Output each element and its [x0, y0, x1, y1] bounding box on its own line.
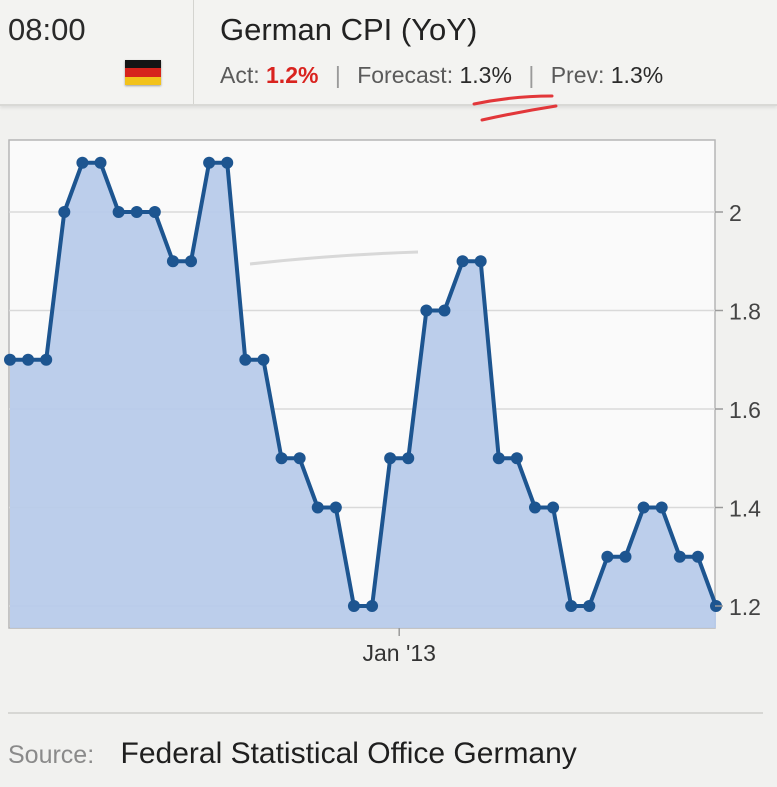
data-point [438, 304, 451, 317]
prev-label: Prev: [550, 62, 605, 88]
data-point [547, 501, 560, 514]
series-area-fill [10, 162, 716, 628]
data-point [673, 550, 686, 563]
y-tick-label: 1.4 [729, 496, 761, 522]
data-point [94, 156, 107, 169]
data-point [112, 206, 125, 218]
data-point [420, 304, 433, 317]
y-tick-label: 1.6 [729, 397, 761, 423]
germany-flag-icon [125, 60, 161, 85]
x-tick-label: Jan '13 [362, 640, 435, 666]
series-line [10, 160, 718, 608]
data-point [583, 600, 596, 612]
data-point [528, 501, 541, 514]
header-divider [193, 0, 194, 104]
data-point [384, 452, 397, 465]
source-name: Federal Statistical Office Germany [120, 737, 577, 770]
data-point [221, 156, 234, 169]
indicator-title: German CPI (YoY) [220, 12, 478, 47]
cpi-chart: 1.21.41.61.82 Jan '13Jul '13Jan '14 [4, 139, 761, 666]
forecast-value: 1.3% [459, 62, 512, 88]
data-point [257, 353, 270, 366]
data-point [293, 452, 306, 465]
data-point [565, 600, 578, 612]
data-point [58, 206, 71, 218]
stats-separator: | [334, 62, 341, 88]
data-point [329, 501, 342, 514]
flag-band-gold [125, 76, 161, 85]
indicator-stats: Act: 1.2% | Forecast: 1.3% | Prev: 1.3% [220, 62, 663, 89]
release-time: 08:00 [8, 12, 86, 47]
y-tick-label: 1.8 [729, 299, 761, 325]
stats-separator: | [528, 62, 535, 88]
data-point [366, 600, 379, 612]
source-line: Source: Federal Statistical Office Germa… [8, 737, 577, 771]
event-header: 08:00 German CPI (YoY) Act: 1.2% | Forec… [0, 0, 777, 106]
data-point [347, 600, 360, 612]
data-point [275, 452, 288, 465]
data-point [474, 255, 487, 268]
actual-label: Act: [220, 62, 260, 88]
data-point [148, 206, 161, 218]
data-point [619, 550, 632, 563]
data-point [402, 452, 415, 465]
data-point [203, 156, 216, 169]
footer-divider [8, 712, 763, 714]
flag-band-red [125, 68, 161, 77]
red-scribble-annotation [472, 94, 558, 122]
faint-smudge [249, 250, 419, 266]
data-point [655, 501, 668, 514]
data-point [601, 550, 614, 563]
data-point [637, 501, 650, 514]
forecast-label: Forecast: [357, 62, 454, 88]
prev-value: 1.3% [610, 62, 664, 88]
data-point [510, 452, 523, 465]
data-point [76, 156, 89, 169]
data-point [239, 353, 252, 366]
data-point [492, 452, 505, 465]
data-point [691, 550, 704, 563]
actual-value: 1.2% [266, 62, 319, 88]
source-label: Source: [8, 741, 95, 769]
data-point [40, 353, 53, 366]
data-point [456, 255, 469, 268]
data-point [311, 501, 324, 514]
data-point [185, 255, 198, 268]
flag-band-black [125, 60, 161, 69]
data-point [22, 353, 35, 366]
data-point [130, 206, 143, 218]
y-tick-label: 2 [729, 200, 742, 226]
data-point [166, 255, 179, 268]
data-point [4, 353, 16, 366]
y-tick-label: 1.2 [729, 594, 761, 620]
